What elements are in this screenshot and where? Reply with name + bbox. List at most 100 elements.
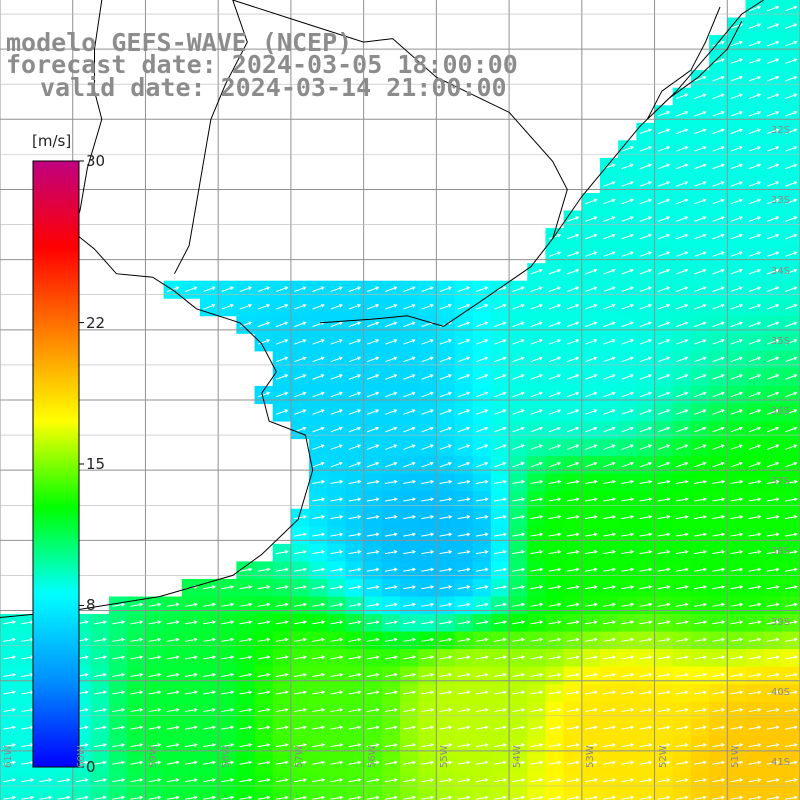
wind-arrow	[639, 128, 653, 135]
wind-arrow	[421, 409, 434, 415]
wind-arrow	[639, 690, 653, 695]
wind-cell	[745, 789, 765, 800]
wind-arrow	[275, 602, 289, 607]
wind-arrow	[785, 409, 798, 415]
wind-arrow	[439, 426, 453, 433]
wind-arrow	[330, 655, 344, 660]
wind-arrow	[330, 725, 344, 730]
wind-arrow	[548, 778, 562, 783]
wind-arrow	[548, 795, 562, 800]
wind-arrow	[294, 743, 307, 748]
wind-arrow	[439, 409, 453, 415]
wind-arrow	[57, 778, 71, 783]
wind-arrow	[603, 672, 616, 677]
wind-arrow	[403, 374, 416, 380]
wind-arrow	[275, 550, 289, 555]
latitude-label: 40S	[771, 686, 791, 698]
wind-arrow	[275, 743, 289, 748]
wind-arrow	[621, 585, 635, 590]
wind-arrow	[366, 585, 380, 590]
wind-arrow	[548, 707, 562, 713]
wind-arrow	[439, 391, 453, 398]
wind-arrow	[766, 128, 780, 135]
wind-arrow	[785, 374, 798, 380]
wind-cell	[581, 789, 601, 800]
wind-arrow	[621, 461, 634, 468]
wind-arrow	[748, 655, 762, 660]
wind-arrow	[257, 672, 271, 677]
wind-arrow	[784, 743, 798, 748]
wind-arrow	[548, 479, 562, 484]
wind-arrow	[512, 795, 526, 800]
wind-arrow	[712, 75, 725, 82]
wind-arrow	[494, 760, 507, 765]
wind-arrow	[730, 93, 743, 100]
wind-arrow	[257, 391, 271, 398]
wind-arrow	[675, 567, 689, 572]
wind-arrow	[457, 356, 471, 363]
wind-arrow	[548, 321, 562, 328]
wind-arrow	[366, 444, 380, 450]
longitude-label: 59W	[148, 745, 160, 768]
wind-arrow	[512, 637, 526, 642]
wind-arrow	[385, 321, 398, 328]
wind-arrow	[603, 426, 616, 433]
wind-arrow	[566, 497, 580, 502]
wind-arrow	[221, 620, 235, 625]
wind-arrow	[312, 286, 325, 292]
wind-arrow	[457, 409, 471, 415]
wind-arrow	[457, 550, 471, 555]
wind-arrow	[439, 655, 453, 660]
wind-arrow	[385, 286, 398, 292]
wind-arrow	[676, 409, 689, 415]
wind-arrow	[366, 620, 380, 625]
wind-arrow	[348, 760, 362, 765]
wind-arrow	[512, 567, 526, 572]
wind-arrow	[239, 321, 253, 328]
wind-arrow	[366, 743, 380, 748]
wind-arrow	[676, 251, 689, 257]
wind-arrow	[512, 585, 526, 590]
wind-arrow	[348, 725, 362, 730]
wind-arrow	[312, 303, 325, 310]
wind-arrow	[621, 356, 634, 363]
wind-arrow	[476, 321, 489, 328]
wind-arrow	[348, 532, 362, 537]
wind-arrow	[676, 146, 689, 152]
wind-arrow	[530, 585, 544, 590]
wind-arrow	[730, 585, 744, 590]
wind-arrow	[694, 128, 707, 135]
wind-arrow	[257, 655, 271, 660]
wind-arrow	[239, 707, 253, 713]
wind-arrow	[566, 409, 580, 415]
wind-arrow	[730, 444, 743, 450]
wind-arrow	[766, 655, 780, 660]
wind-arrow	[439, 514, 453, 520]
colorbar-tick-label: 15	[86, 455, 106, 473]
wind-arrow	[312, 497, 326, 502]
wind-cell	[181, 789, 201, 800]
wind-arrow	[148, 707, 162, 713]
wind-arrow	[712, 444, 725, 450]
wind-arrow	[676, 426, 689, 433]
wind-arrow	[3, 760, 16, 765]
wind-arrow	[657, 620, 671, 625]
wind-arrow	[166, 672, 180, 677]
wind-arrow	[694, 567, 707, 572]
wind-arrow	[421, 303, 434, 310]
wind-arrow	[439, 567, 453, 572]
wind-arrow	[585, 216, 598, 222]
wind-arrow	[548, 444, 562, 450]
wind-arrow	[712, 461, 725, 468]
wind-arrow	[130, 655, 144, 660]
wind-arrow	[275, 655, 289, 660]
wind-arrow	[403, 550, 416, 555]
wind-arrow	[548, 391, 562, 398]
wind-arrow	[603, 585, 616, 590]
wind-arrow	[494, 391, 507, 398]
wind-arrow	[530, 461, 543, 468]
wind-arrow	[203, 760, 216, 765]
wind-arrow	[384, 602, 398, 607]
wind-arrow	[639, 514, 653, 520]
